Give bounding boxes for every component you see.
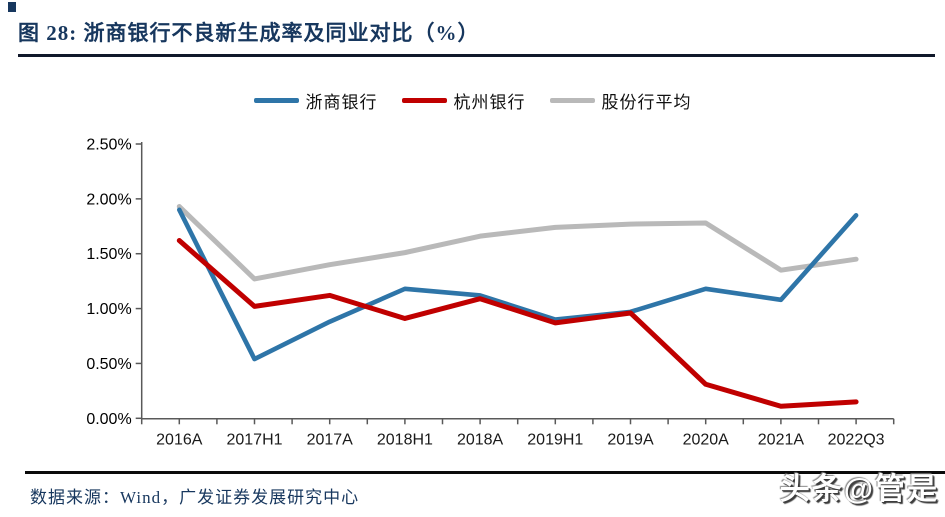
legend-item-zheshang-bank: 浙商银行 [253,88,378,113]
y-tick-label: 0.50% [86,356,131,373]
x-tick-label: 2020A [683,431,730,448]
legend-swatch-joint-stock-avg [549,98,595,103]
y-tick-label: 1.50% [86,246,131,263]
x-tick-label: 2017A [307,431,354,448]
y-tick-label: 1.00% [86,301,131,318]
y-tick-label: 2.50% [86,137,131,154]
footer-divider [25,471,945,474]
x-tick-label: 2018H1 [377,431,433,448]
legend-swatch-zheshang-bank [253,98,299,103]
series-line-hangzhou-bank [176,238,859,409]
y-tick-label: 2.00% [86,191,131,208]
title-divider [18,54,935,57]
series-line-joint-stock-avg [176,204,859,282]
legend-item-hangzhou-bank: 杭州银行 [401,88,526,113]
x-tick-label: 2016A [156,431,203,448]
x-tick-label: 2019A [607,431,654,448]
x-tick-label: 2019H1 [527,431,583,448]
toutiao-watermark: 头条@管是 [779,473,939,506]
x-tick-label: 2018A [457,431,504,448]
x-tick-label: 2021A [758,431,805,448]
series-line-zheshang-bank [177,207,859,362]
x-tick-label: 2017H1 [226,431,282,448]
legend-label-zheshang-bank: 浙商银行 [305,93,378,112]
figure-title: 图 28: 浙商银行不良新生成率及同业对比（%） [18,21,480,45]
legend-item-joint-stock-avg: 股份行平均 [549,88,692,113]
legend-label-hangzhou-bank: 杭州银行 [453,93,526,112]
legend-label-joint-stock-avg: 股份行平均 [601,93,692,112]
chart-legend: 浙商银行 杭州银行 股份行平均 [0,88,945,113]
y-tick-label: 0.00% [86,411,131,428]
legend-swatch-hangzhou-bank [401,98,447,103]
page-corner-mark [8,2,16,12]
x-tick-label: 2022Q3 [828,431,885,448]
data-source-note: 数据来源：Wind，广发证券发展研究中心 [30,488,360,507]
